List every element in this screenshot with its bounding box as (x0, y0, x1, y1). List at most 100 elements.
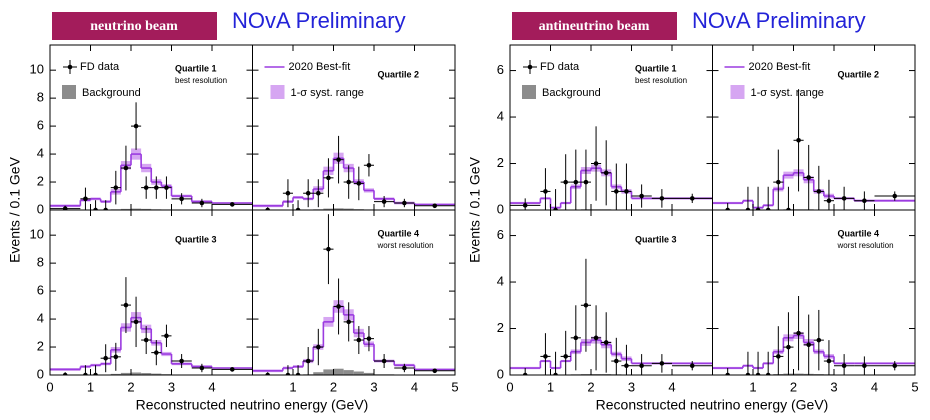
data-point (83, 196, 88, 202)
quartile-label: Quartile 2 (838, 69, 880, 79)
data-point (154, 185, 159, 190)
y-tick-label: 6 (37, 118, 44, 133)
data-point (862, 363, 867, 369)
data-point (133, 319, 139, 325)
data-point (366, 336, 372, 341)
data-point (326, 175, 331, 181)
data-point (624, 189, 629, 194)
x-tick-label: 3 (168, 379, 175, 394)
data-point (143, 337, 149, 343)
y-axis-label: Events / 0.1 GeV (7, 156, 23, 262)
panel (252, 214, 455, 375)
background-bar (323, 369, 334, 375)
background-bar (353, 371, 364, 375)
x-tick-label: 2 (587, 379, 594, 394)
data-point (229, 367, 235, 372)
data-point (826, 358, 832, 364)
panel (252, 135, 455, 210)
y-axis-label: Events / 0.1 GeV (467, 156, 483, 262)
data-point (356, 181, 362, 186)
x-axis-label: Reconstructed neutrino energy (GeV) (596, 397, 829, 413)
data-point (745, 372, 751, 375)
x-tick-label: 5 (451, 379, 458, 394)
data-point (862, 198, 867, 204)
y-tick-label: 4 (497, 273, 504, 288)
y-tick-label: 0 (497, 201, 504, 216)
data-point (816, 337, 822, 343)
panel-frame (49, 209, 253, 376)
background-bar (333, 368, 344, 375)
data-point (265, 207, 270, 210)
x-axis-label: Reconstructed neutrino energy (GeV) (136, 397, 369, 413)
legend-background-swatch (522, 85, 536, 99)
data-point (154, 350, 159, 355)
data-point (659, 196, 665, 201)
panel-frame (712, 209, 916, 376)
panel (50, 102, 253, 210)
data-point (573, 335, 579, 341)
data-point (432, 203, 438, 209)
y-tick-label: 4 (37, 311, 44, 326)
y-tick-label: 2 (497, 155, 504, 170)
y-tick-label: 10 (30, 62, 44, 77)
data-point (689, 196, 695, 201)
data-point (806, 342, 811, 348)
data-point (295, 372, 301, 375)
background-bar (323, 208, 334, 210)
legend-label: 2020 Best-fit (289, 61, 351, 73)
beam-label: neutrino beam (90, 19, 178, 34)
background-bar (120, 208, 131, 210)
data-point (725, 207, 730, 210)
data-point (381, 358, 387, 364)
data-point (776, 354, 781, 359)
data-point (62, 206, 68, 210)
data-point (892, 193, 898, 199)
y-tick-label: 2 (37, 173, 44, 188)
x-tick-label: 3 (370, 379, 377, 394)
data-point (164, 333, 169, 339)
data-point (305, 358, 311, 364)
x-tick-label: 3 (830, 379, 837, 394)
data-point (346, 179, 351, 185)
data-point (583, 179, 589, 185)
data-point (103, 207, 108, 210)
data-point (123, 302, 129, 308)
data-point (745, 207, 751, 210)
quartile-label: Quartile 3 (175, 234, 217, 244)
data-point (522, 372, 528, 375)
quartile-label: Quartile 4 (838, 228, 880, 238)
background-bar (343, 208, 354, 210)
data-point (689, 363, 695, 369)
background-bar (793, 373, 804, 375)
legend-data-marker (527, 64, 533, 70)
data-point (639, 363, 644, 369)
data-point (765, 207, 771, 210)
data-point (83, 372, 88, 375)
x-tick-label: 3 (628, 379, 635, 394)
legend-band-swatch (270, 85, 285, 99)
chart-title: NOvA Preliminary (232, 8, 406, 33)
background-bar (363, 372, 374, 375)
panel (50, 277, 253, 375)
data-point (356, 337, 362, 343)
data-point (123, 165, 129, 171)
x-tick-label: 1 (289, 379, 296, 394)
data-point (563, 179, 568, 185)
data-point (336, 304, 341, 309)
data-point (143, 185, 149, 190)
background-bar (141, 373, 152, 375)
quartile-sublabel: best resolution (635, 76, 687, 85)
data-point (563, 354, 568, 359)
panel (712, 295, 915, 375)
data-point (776, 179, 781, 185)
data-point (603, 340, 609, 345)
y-tick-label: 0 (37, 366, 44, 381)
data-point (786, 207, 791, 210)
quartile-sublabel: worst resolution (837, 241, 894, 250)
data-point (62, 372, 68, 375)
quartile-label: Quartile 2 (378, 69, 420, 79)
data-point (553, 207, 558, 210)
y-tick-label: 2 (497, 320, 504, 335)
data-point (229, 202, 235, 207)
